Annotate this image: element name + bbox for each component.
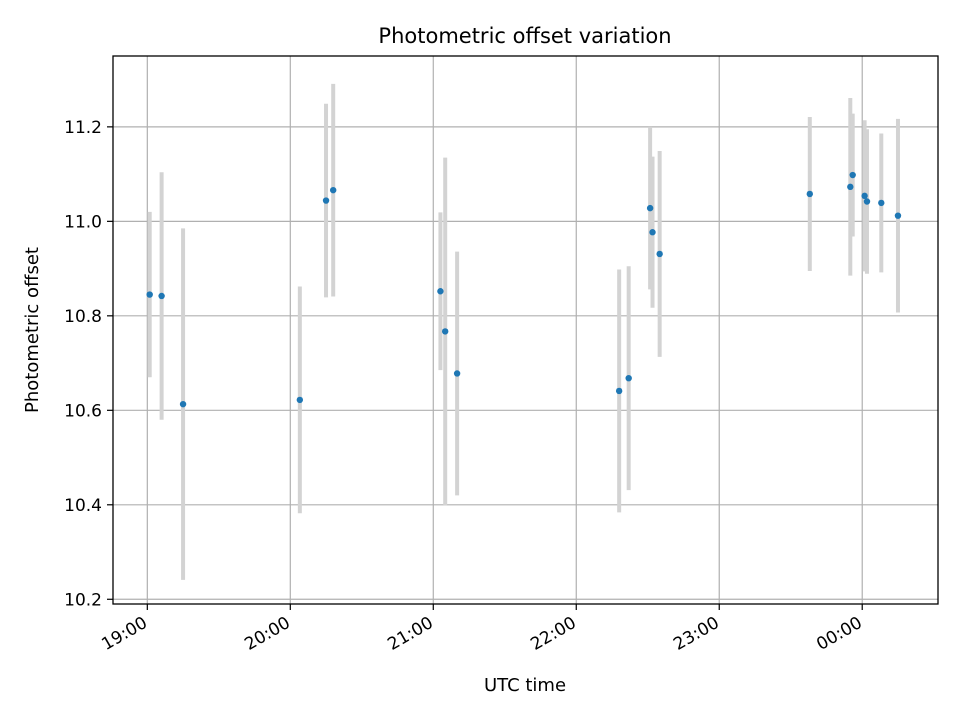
x-tick-label: 00:00 [813,613,865,655]
data-point [146,291,153,298]
data-point [437,288,444,295]
data-point [158,292,165,300]
y-tick-label: 10.8 [64,307,102,327]
plot-frame [112,55,939,605]
data-point [806,190,813,198]
data-point [615,387,623,395]
x-tick-label: 20:00 [241,613,293,655]
data-point [649,229,656,236]
data-point [179,400,187,408]
data-point [656,250,663,258]
y-axis-label: Photometric offset [22,247,43,413]
y-tick-label: 10.6 [64,401,102,421]
data-point [878,199,885,207]
x-tick-label: 19:00 [98,613,150,655]
data-point [849,171,856,179]
x-axis-label: UTC time [484,675,566,696]
y-axis-ticks: 10.2 10.4 10.6 10.8 11.0 11.2 [64,118,113,610]
data-point [322,197,330,204]
data-point [847,183,854,191]
y-tick-label: 11.2 [64,118,102,138]
data-points [146,171,902,408]
error-bars [147,83,900,580]
data-point [894,212,902,219]
data-point [861,192,868,200]
data-point [625,374,632,382]
x-tick-label: 21:00 [384,613,436,655]
data-point [296,396,304,404]
y-tick-label: 10.4 [64,496,102,516]
data-point [453,370,461,377]
grid [113,56,938,604]
x-axis-ticks: 19:00 20:00 21:00 22:00 23:00 00:00 [98,604,866,655]
data-point [863,198,871,205]
x-tick-label: 22:00 [527,613,579,655]
chart-title: Photometric offset variation [378,24,671,48]
y-tick-label: 10.2 [64,590,102,610]
x-tick-label: 23:00 [670,613,722,655]
data-point [646,204,654,212]
data-point [329,186,337,194]
data-point [441,328,449,335]
y-tick-label: 11.0 [64,212,102,232]
